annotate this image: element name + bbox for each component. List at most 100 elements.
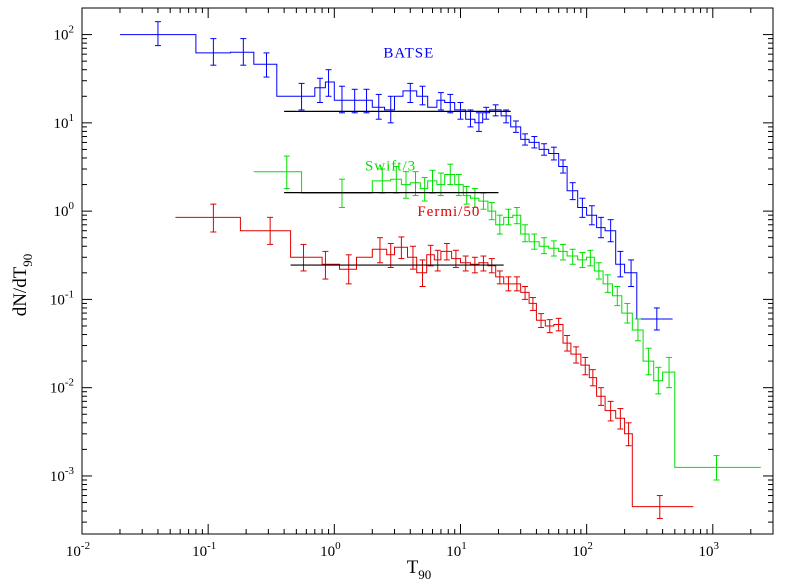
error-bar <box>240 38 247 66</box>
error-bar <box>263 52 270 78</box>
error-bar <box>628 259 635 288</box>
error-bar <box>666 356 673 389</box>
error-bar <box>434 249 441 272</box>
y-tick-label: 100 <box>54 200 75 220</box>
series-label-batse: BATSE <box>383 45 434 61</box>
error-bar <box>579 251 586 268</box>
error-bar <box>463 186 470 205</box>
plot-frame <box>81 7 774 535</box>
error-bar <box>522 224 529 243</box>
error-bar <box>427 244 434 267</box>
error-bar <box>513 206 520 225</box>
error-bar <box>588 205 595 226</box>
error-bar <box>573 346 580 364</box>
error-bar <box>587 249 594 267</box>
error-bar <box>421 177 428 202</box>
x-tick-label: 10-2 <box>66 540 90 560</box>
error-bar <box>569 182 576 201</box>
x-tick-label: 101 <box>446 540 467 560</box>
error-bar <box>267 216 274 245</box>
error-bar <box>387 242 394 268</box>
error-bar <box>429 169 436 194</box>
error-bar <box>345 254 352 285</box>
y-tick-label: 10-2 <box>50 377 74 397</box>
y-tick-label: 10-1 <box>50 288 74 308</box>
error-bar <box>496 214 503 235</box>
error-bar <box>471 188 478 208</box>
error-bar <box>325 69 332 97</box>
error-bar <box>555 317 562 332</box>
error-bar <box>505 208 512 226</box>
error-bar <box>569 248 576 265</box>
y-tick-label: 102 <box>54 24 75 44</box>
error-bar <box>505 276 512 292</box>
error-bar <box>387 95 394 124</box>
error-bar <box>560 243 567 261</box>
error-bar <box>541 237 548 255</box>
error-bar <box>480 255 487 272</box>
error-bar <box>538 313 545 329</box>
error-bar <box>604 274 611 293</box>
error-bar <box>398 236 405 260</box>
error-bar <box>564 334 571 352</box>
error-bar <box>363 88 370 114</box>
error-bar <box>617 408 624 430</box>
error-bar <box>625 422 632 447</box>
error-bar <box>598 387 605 406</box>
x-tick-label: 102 <box>572 540 593 560</box>
axes: 10-2 10-1 100 101 102 103 10-3 10-2 10-1 100 101 10… <box>50 7 774 560</box>
error-bar <box>560 159 567 174</box>
error-bar <box>317 77 324 104</box>
step-histogram-fermi-50 <box>175 216 694 508</box>
error-bar <box>475 112 482 132</box>
y-tick-label: 10-3 <box>50 465 75 485</box>
error-bar <box>437 92 444 111</box>
error-bar <box>488 258 495 274</box>
series-fermi-50: Fermi/50 <box>175 203 694 519</box>
series-swift-3: Swift/3 <box>253 155 761 481</box>
error-bar <box>483 106 490 120</box>
error-bar <box>154 21 161 47</box>
error-bar <box>351 88 358 114</box>
x-tick-label: 10-1 <box>192 540 216 560</box>
error-bar <box>407 82 414 104</box>
step-histogram-batse <box>120 34 673 320</box>
error-bar <box>550 240 557 257</box>
series-label-fermi-50: Fermi/50 <box>417 204 480 220</box>
y-axis-label: dN/dT90 <box>10 254 35 317</box>
error-bar <box>503 109 510 124</box>
error-bar <box>462 255 469 272</box>
error-bar <box>653 307 660 331</box>
error-bar <box>595 262 602 280</box>
error-bar <box>589 369 596 387</box>
error-bar <box>634 318 641 342</box>
y-tick-label: 101 <box>54 112 75 132</box>
error-bar <box>598 216 605 239</box>
error-bar <box>624 302 631 324</box>
error-bar <box>496 270 503 285</box>
error-bar <box>447 163 454 186</box>
x-axis-label: T90 <box>407 557 432 582</box>
error-bar <box>655 366 662 395</box>
error-bar <box>403 171 410 199</box>
error-bar <box>376 237 383 264</box>
error-bar <box>607 400 614 422</box>
error-bar <box>617 250 624 278</box>
x-tick-label: 103 <box>699 540 720 560</box>
error-bar <box>541 143 548 156</box>
error-bar <box>550 146 557 161</box>
step-histogram-swift-3 <box>253 171 761 468</box>
error-bar <box>512 120 519 133</box>
error-bar <box>614 286 621 307</box>
error-bar <box>210 203 217 233</box>
error-bar <box>437 172 444 197</box>
series-label-swift-3: Swift/3 <box>365 158 416 174</box>
error-bar <box>579 197 586 218</box>
error-bar <box>300 243 307 272</box>
error-bar <box>488 202 495 221</box>
error-bar <box>531 233 538 250</box>
error-bar <box>412 171 419 197</box>
series-batse: BATSE <box>120 21 673 331</box>
